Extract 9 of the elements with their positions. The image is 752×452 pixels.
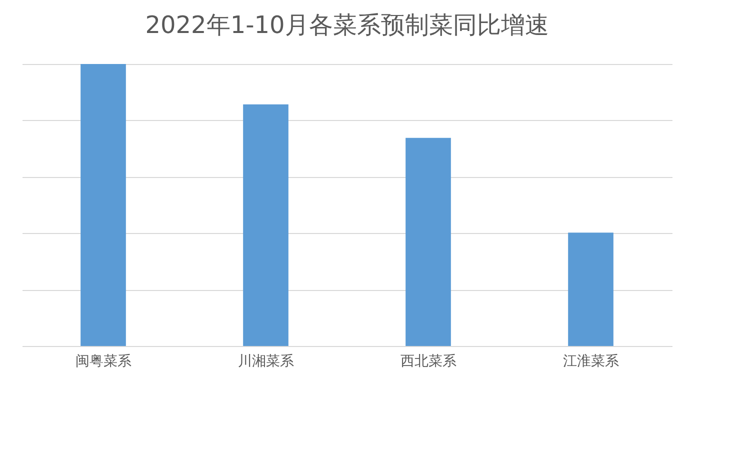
- x-tick-label: 西北菜系: [400, 354, 456, 370]
- bar: [568, 232, 614, 346]
- bar: [406, 138, 451, 346]
- bar: [243, 104, 288, 346]
- chart-title: 2022年1-10月各菜系预制菜同比增速: [145, 11, 549, 39]
- bar: [80, 64, 126, 346]
- x-tick-label: 闽粤菜系: [75, 354, 132, 370]
- x-tick-label: 江淮菜系: [562, 354, 619, 370]
- x-tick-label: 川湘菜系: [238, 354, 294, 370]
